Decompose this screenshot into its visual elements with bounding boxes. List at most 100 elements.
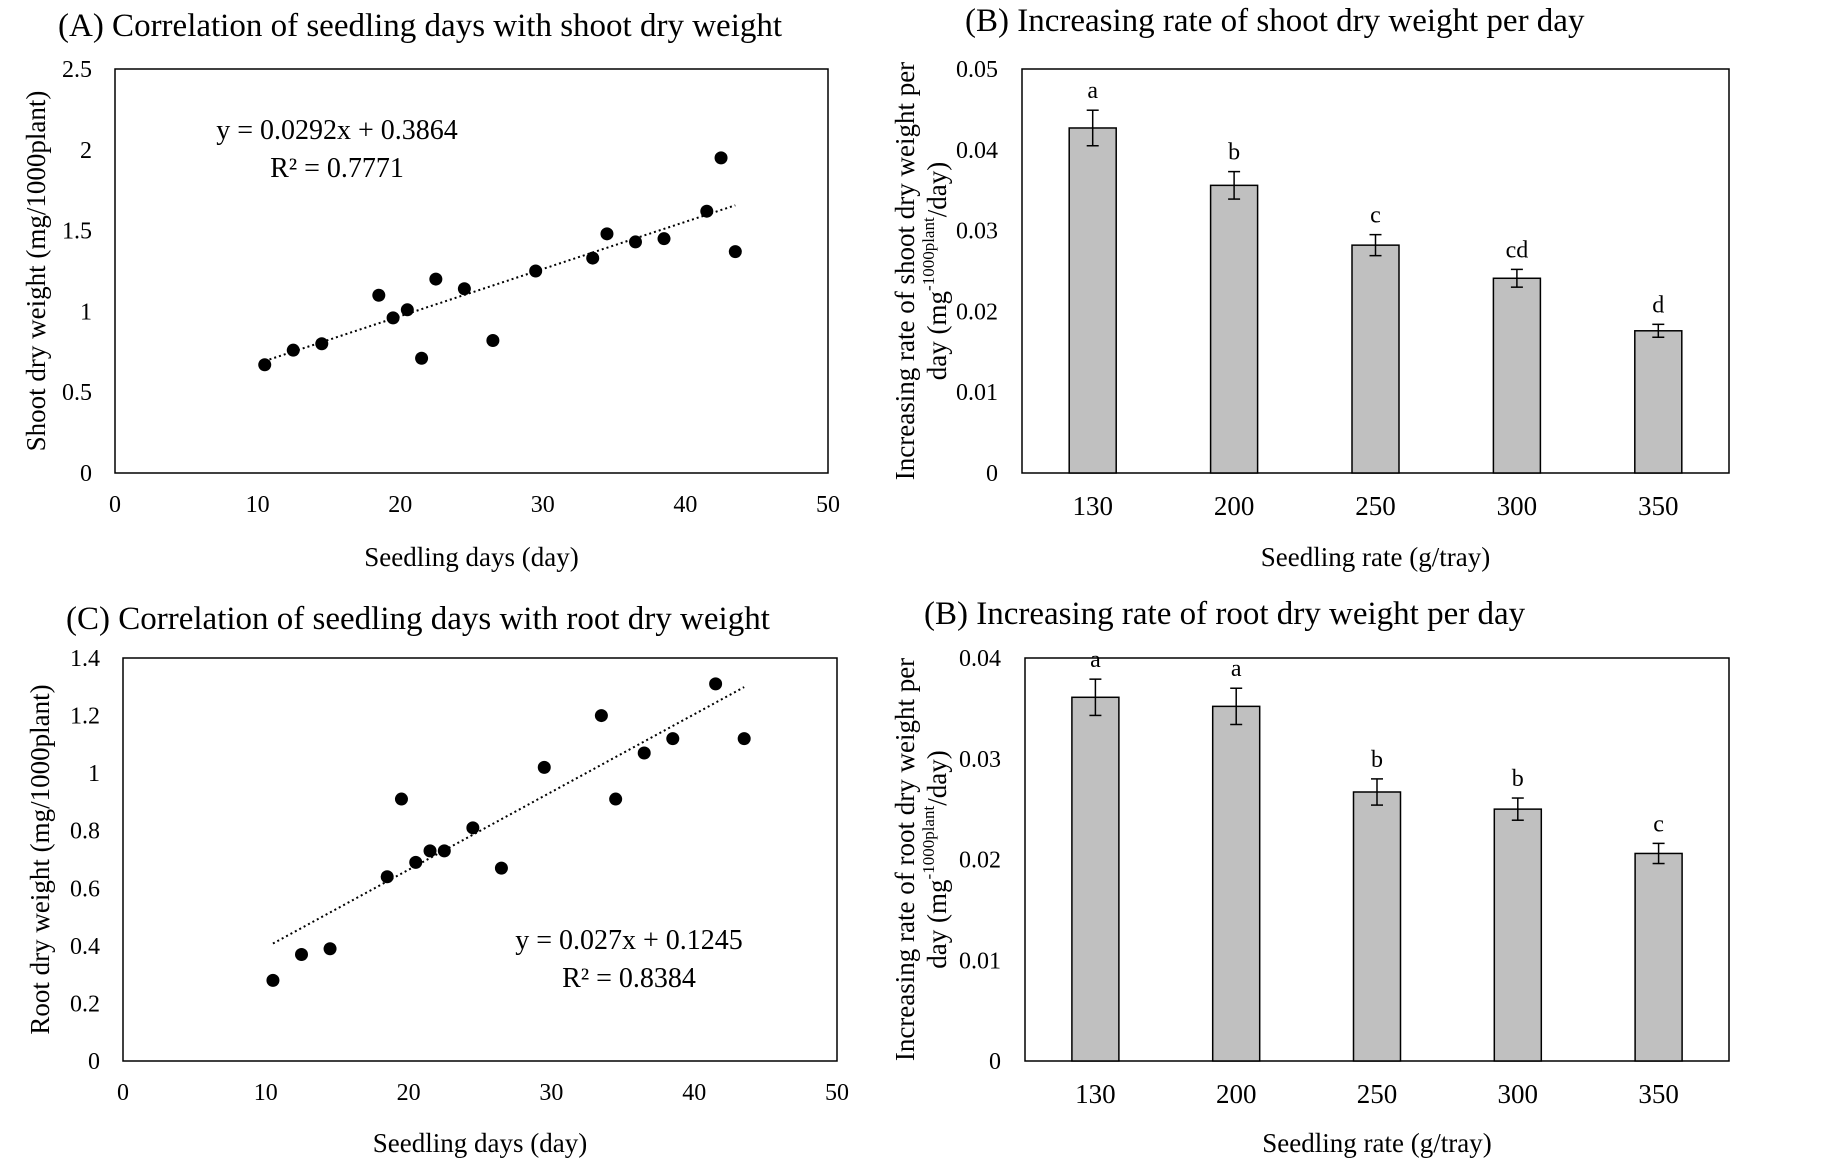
chart-c-x-tick-label: 50 [825, 1080, 849, 1106]
chart-b1-x-tick-label: 300 [1497, 491, 1538, 521]
chart-b2-bar [1071, 696, 1120, 1062]
chart-b1-y-tick-label: 0 [986, 461, 998, 487]
chart-b1-x-axis-label: Seedling rate (g/tray) [1261, 542, 1490, 572]
chart-a-data-point [315, 337, 329, 351]
chart-b2-bar [1634, 852, 1683, 1062]
chart-a-data-point [429, 272, 443, 286]
chart-b2-significance-letter: b [1371, 747, 1383, 773]
chart-a-data-point [386, 311, 400, 325]
chart-b1-y-axis-label-line2: day (mg-1000plant/day) [919, 162, 953, 380]
chart-b2-y-tick-label: 0.03 [959, 747, 1001, 773]
chart-b1-y-tick-label: 0.04 [956, 138, 998, 164]
chart-c-equation: y = 0.027x + 0.1245 [515, 925, 743, 956]
chart-b1-y-tick-label: 0.01 [956, 380, 998, 406]
chart-b1-y-axis-label-line1: Increasing rate of shoot dry weight per [890, 62, 920, 480]
chart-c-trendline [272, 686, 745, 945]
chart-c-data-point [737, 732, 751, 746]
chart-c-data-point [637, 746, 651, 760]
chart-b2-bar [1352, 791, 1402, 1062]
chart-c-data-point [380, 870, 394, 884]
chart-c-y-tick-label: 1.4 [70, 646, 100, 672]
chart-c-x-tick-label: 20 [397, 1080, 421, 1106]
chart-b1-bar [1068, 127, 1117, 474]
chart-a-y-axis-label: Shoot dry weight (mg/1000plant) [21, 91, 51, 452]
chart-b1-y-tick-label: 0.02 [956, 299, 998, 325]
chart-c-r-squared: R² = 0.8384 [562, 963, 696, 994]
chart-a-x-tick-label: 30 [531, 492, 555, 518]
chart-c-data-point [666, 732, 680, 746]
chart-b2-title: (B) Increasing rate of root dry weight p… [924, 596, 1526, 632]
chart-b2-bar [1493, 808, 1543, 1062]
chart-b2-x-tick-label: 300 [1498, 1079, 1539, 1109]
chart-c-title: (C) Correlation of seedling days with ro… [66, 601, 770, 637]
chart-b1-bar [1351, 244, 1400, 474]
chart-a-x-tick-label: 50 [816, 492, 840, 518]
chart-c-x-tick-label: 0 [117, 1080, 129, 1106]
chart-a-data-point [457, 282, 471, 296]
chart-b1-title: (B) Increasing rate of shoot dry weight … [965, 3, 1585, 39]
chart-a-data-point [400, 303, 414, 317]
chart-c-y-tick-label: 1 [88, 761, 100, 787]
chart-a-y-tick-label: 2.5 [62, 57, 92, 83]
chart-a-x-tick-label: 40 [673, 492, 697, 518]
chart-b2-y-axis-label-line1: Increasing rate of root dry weight per [890, 658, 920, 1061]
chart-a-data-point [286, 343, 300, 357]
chart-a-plot-frame [114, 68, 829, 474]
chart-c-data-point [466, 821, 480, 835]
chart-a-r-squared: R² = 0.7771 [270, 153, 404, 184]
chart-b1-x-tick-label: 250 [1355, 491, 1396, 521]
chart-a-y-tick-label: 1 [80, 299, 92, 325]
chart-a-data-point [714, 151, 728, 165]
chart-b2-y-tick-label: 0.02 [959, 848, 1001, 874]
chart-a-data-point [600, 227, 614, 241]
chart-c-x-tick-label: 40 [682, 1080, 706, 1106]
chart-c-y-tick-label: 0.4 [70, 934, 100, 960]
chart-c-data-point [594, 709, 608, 723]
chart-a-data-point [657, 232, 671, 246]
chart-b1-x-tick-label: 200 [1214, 491, 1255, 521]
chart-a-x-tick-label: 10 [246, 492, 270, 518]
chart-a-y-tick-label: 2 [80, 138, 92, 164]
chart-c-data-point [423, 844, 437, 858]
chart-a-x-tick-label: 0 [109, 492, 121, 518]
chart-c-y-tick-label: 0.6 [70, 876, 100, 902]
chart-c-data-point [437, 844, 451, 858]
chart-c-data-point [409, 855, 423, 869]
chart-a-data-point [728, 245, 742, 259]
chart-c-data-point [494, 861, 508, 875]
chart-a-data-point [372, 288, 386, 302]
chart-c-y-tick-label: 1.2 [70, 704, 100, 730]
chart-b2-significance-letter: b [1512, 766, 1524, 792]
chart-c-y-tick-label: 0.8 [70, 819, 100, 845]
chart-b2-y-tick-label: 0.04 [959, 646, 1001, 672]
chart-b1-significance-letter: c [1370, 203, 1381, 229]
chart-a-title: (A) Correlation of seedling days with sh… [58, 8, 782, 44]
chart-c-x-axis-label: Seedling days (day) [373, 1128, 587, 1158]
chart-c-x-tick-label: 10 [254, 1080, 278, 1106]
chart-a-y-tick-label: 1.5 [62, 219, 92, 245]
chart-b2-y-tick-label: 0 [989, 1049, 1001, 1075]
chart-b2-x-tick-label: 200 [1216, 1079, 1257, 1109]
chart-b2-significance-letter: c [1653, 811, 1664, 837]
chart-b2-x-tick-label: 130 [1075, 1079, 1116, 1109]
chart-a-data-point [486, 333, 500, 347]
chart-c-y-tick-label: 0 [88, 1049, 100, 1075]
chart-a-data-point [586, 251, 600, 265]
chart-b2-x-axis-label: Seedling rate (g/tray) [1262, 1128, 1491, 1158]
chart-a-data-point [529, 264, 543, 278]
chart-c-data-point [394, 792, 408, 806]
chart-b1-bar [1634, 330, 1683, 474]
chart-a-x-axis-label: Seedling days (day) [364, 542, 578, 572]
chart-b1-y-tick-label: 0.03 [956, 219, 998, 245]
chart-b2-x-tick-label: 250 [1357, 1079, 1398, 1109]
chart-b2-x-tick-label: 350 [1638, 1079, 1679, 1109]
chart-b1-significance-letter: cd [1506, 237, 1529, 263]
chart-c-plot-frame [122, 657, 838, 1062]
chart-b1-x-tick-label: 130 [1072, 491, 1113, 521]
chart-b1-significance-letter: d [1652, 292, 1664, 318]
chart-a-x-tick-label: 20 [388, 492, 412, 518]
chart-b2-significance-letter: a [1231, 656, 1242, 682]
chart-c-data-point [266, 973, 280, 987]
chart-b1-significance-letter: a [1087, 78, 1098, 104]
